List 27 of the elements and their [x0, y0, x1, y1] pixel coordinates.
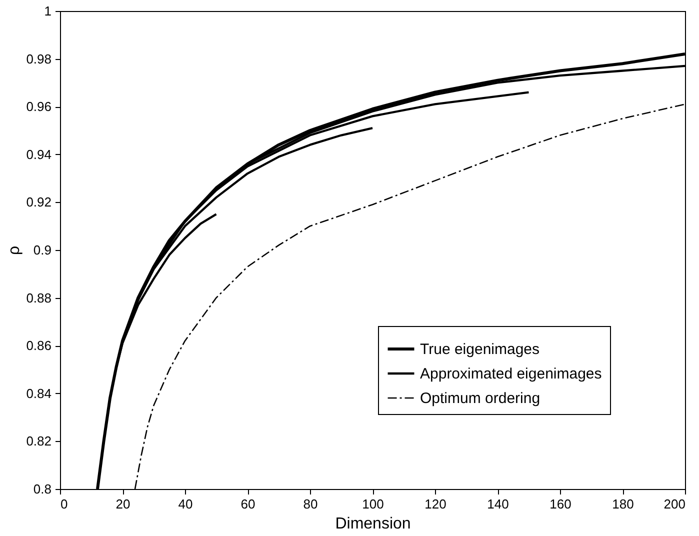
- x-tick-label: 160: [550, 496, 572, 512]
- legend-label: True eigenimages: [420, 341, 540, 358]
- legend-label: Approximated eigenimages: [420, 366, 602, 382]
- y-tick-label: 0.84: [26, 386, 52, 401]
- y-tick-label: 0.96: [26, 99, 52, 114]
- y-axis-title: ρ: [6, 246, 24, 256]
- y-tick-label: 0.92: [26, 194, 52, 210]
- x-tick-label: 0: [60, 496, 68, 512]
- y-tick-label: 0.9: [33, 242, 52, 258]
- x-axis-title: Dimension: [335, 516, 411, 532]
- y-tick-label: 0.82: [26, 434, 52, 449]
- y-tick-label: 0.86: [26, 338, 52, 354]
- x-tick-label: 20: [116, 496, 130, 512]
- x-tick-label: 120: [424, 496, 446, 512]
- y-tick-label: 0.88: [26, 290, 52, 306]
- legend-label: Optimum ordering: [420, 390, 540, 407]
- x-tick-label: 40: [178, 496, 193, 512]
- y-tick-label: 0.98: [26, 51, 52, 66]
- x-tick-label: 180: [612, 496, 634, 512]
- x-tick-label: 140: [487, 496, 509, 512]
- x-tick-label: 200: [664, 496, 686, 512]
- y-tick-label: 0.8: [33, 482, 52, 496]
- y-tick-label: 1: [44, 4, 52, 18]
- x-tick-label: 100: [362, 496, 384, 512]
- x-tick-label: 60: [240, 496, 256, 512]
- y-tick-label: 0.94: [26, 146, 52, 162]
- x-tick-label: 80: [303, 496, 318, 512]
